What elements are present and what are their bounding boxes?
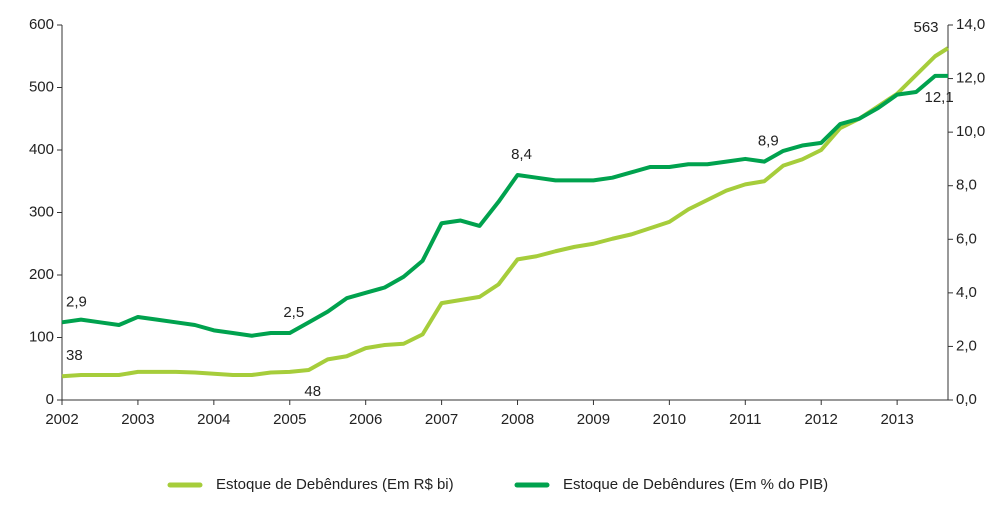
legend-label: Estoque de Debêndures (Em R$ bi)	[216, 476, 454, 493]
y2-tick-label: 4,0	[956, 284, 977, 301]
x-tick-label: 2003	[121, 411, 154, 428]
y2-tick-label: 2,0	[956, 337, 977, 354]
y2-tick-label: 0,0	[956, 391, 977, 408]
y-tick-label: 500	[29, 78, 54, 95]
y2-tick-label: 8,0	[956, 177, 977, 194]
data-label: 12,1	[924, 89, 953, 106]
y-tick-label: 200	[29, 266, 54, 283]
y2-tick-label: 14,0	[956, 16, 985, 33]
x-tick-label: 2004	[197, 411, 230, 428]
x-tick-label: 2006	[349, 411, 382, 428]
legend-label: Estoque de Debêndures (Em % do PIB)	[563, 476, 828, 493]
data-label: 563	[913, 19, 938, 36]
x-tick-label: 2012	[805, 411, 838, 428]
y-tick-label: 300	[29, 203, 54, 220]
x-tick-label: 2013	[880, 411, 913, 428]
x-tick-label: 2011	[729, 411, 761, 428]
x-tick-label: 2002	[45, 411, 78, 428]
data-label: 2,9	[66, 293, 87, 310]
x-tick-label: 2009	[577, 411, 610, 428]
data-label: 8,9	[758, 133, 779, 150]
series-line	[61, 46, 950, 379]
data-label: 8,4	[511, 146, 532, 163]
y-tick-label: 600	[29, 16, 54, 33]
series-line	[61, 73, 948, 338]
y2-tick-label: 12,0	[956, 70, 985, 87]
x-tick-label: 2007	[425, 411, 458, 428]
x-tick-label: 2010	[653, 411, 686, 428]
x-tick-label: 2005	[273, 411, 306, 428]
data-label: 38	[66, 347, 83, 364]
x-tick-label: 2008	[501, 411, 534, 428]
y-tick-label: 100	[29, 328, 54, 345]
data-label: 2,5	[283, 304, 304, 321]
data-label: 48	[304, 383, 321, 400]
y2-tick-label: 6,0	[956, 230, 977, 247]
y-tick-label: 0	[46, 391, 54, 408]
y-tick-label: 400	[29, 141, 54, 158]
y2-tick-label: 10,0	[956, 123, 985, 140]
